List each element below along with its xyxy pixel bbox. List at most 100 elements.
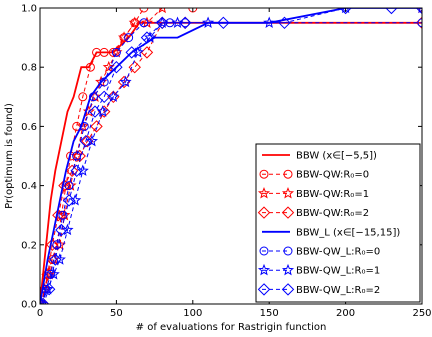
x-tick-label: 150 xyxy=(260,308,279,319)
data-point xyxy=(90,120,103,133)
y-axis-label: Pr(optimum is found) xyxy=(4,103,15,209)
x-tick-label: 0 xyxy=(37,308,43,319)
legend-label: BBW-QW_L:R₀=2 xyxy=(296,285,380,296)
data-point xyxy=(52,208,65,222)
x-tick-label: 200 xyxy=(336,308,355,319)
series-line xyxy=(40,21,422,304)
data-point xyxy=(41,282,54,295)
y-tick-label: 1.0 xyxy=(21,4,37,15)
data-point xyxy=(85,62,95,72)
y-tick-label: 0.6 xyxy=(21,122,37,133)
data-point xyxy=(79,134,93,148)
data-point xyxy=(46,238,59,252)
legend-marker xyxy=(257,263,271,276)
data-point xyxy=(53,253,66,265)
data-point xyxy=(111,47,121,57)
data-point xyxy=(131,46,144,58)
data-point xyxy=(78,92,88,102)
series-7 xyxy=(40,8,422,304)
data-point xyxy=(110,60,123,74)
data-point xyxy=(55,223,68,237)
data-point xyxy=(72,151,82,161)
data-point xyxy=(76,164,89,176)
legend-label: BBW_L (x∈[−15,15]) xyxy=(296,227,400,238)
data-point xyxy=(82,105,95,117)
data-point xyxy=(202,16,215,28)
series-8 xyxy=(40,8,422,304)
y-tick-label: 0.2 xyxy=(21,240,37,251)
legend-label: BBW (x∈[−5,5]) xyxy=(296,151,377,162)
y-tick-label: 0.8 xyxy=(21,63,37,74)
legend-label: BBW-QW:R₀=0 xyxy=(296,170,369,181)
data-point xyxy=(70,164,83,178)
data-point xyxy=(158,8,166,14)
data-point xyxy=(88,92,98,102)
data-point xyxy=(97,90,111,104)
series-line xyxy=(42,22,422,304)
series-1 xyxy=(40,21,422,304)
data-point xyxy=(47,268,60,280)
series-line xyxy=(41,8,422,304)
legend-label: BBW-QW:R₀=2 xyxy=(296,208,369,219)
data-point xyxy=(140,31,154,44)
data-point xyxy=(263,16,276,28)
data-point xyxy=(139,18,149,28)
legend-marker xyxy=(259,246,269,256)
data-point xyxy=(217,16,230,30)
legend-box xyxy=(255,143,421,303)
legend-marker xyxy=(257,206,271,219)
data-point xyxy=(128,60,141,74)
data-point xyxy=(125,46,138,59)
data-point xyxy=(58,210,68,220)
data-point xyxy=(64,179,77,191)
legend-marker xyxy=(281,263,295,276)
x-tick-label: 100 xyxy=(183,308,202,319)
x-axis-label: # of evaluations for Rastrigin function xyxy=(136,322,327,333)
data-point xyxy=(61,223,74,236)
data-point xyxy=(339,8,352,15)
data-point xyxy=(79,121,89,131)
data-point xyxy=(178,16,192,30)
data-point xyxy=(65,164,79,178)
series-line xyxy=(41,8,422,304)
data-point xyxy=(139,8,149,13)
data-point xyxy=(40,297,48,304)
data-point xyxy=(49,253,62,266)
legend-marker xyxy=(283,246,293,256)
data-point xyxy=(42,282,56,296)
data-point xyxy=(385,8,398,15)
data-point xyxy=(85,134,98,147)
legend-marker xyxy=(281,283,295,296)
data-point xyxy=(278,16,291,30)
legend-label: BBW-QW:R₀=1 xyxy=(296,189,369,200)
y-tick-label: 0.4 xyxy=(21,181,37,192)
data-point xyxy=(58,208,71,221)
legend-label: BBW-QW_L:R₀=1 xyxy=(296,266,380,277)
plot-frame xyxy=(39,7,423,305)
data-point xyxy=(88,105,102,118)
data-point xyxy=(76,120,89,132)
data-point xyxy=(58,179,71,192)
legend-marker xyxy=(281,187,295,199)
data-point xyxy=(99,77,109,87)
legend-marker xyxy=(257,283,271,296)
data-point xyxy=(40,297,50,304)
x-tick-label: 250 xyxy=(412,308,431,319)
data-point xyxy=(107,90,120,102)
ticks-layer: 0 50 100 150 200 250 0.0 0.2 0.4 0.6 0.8 1.0 xyxy=(21,4,431,320)
data-point xyxy=(124,33,134,43)
data-point xyxy=(118,31,131,43)
data-point xyxy=(69,194,82,206)
data-point xyxy=(156,16,169,30)
legend-marker xyxy=(283,169,293,179)
data-point xyxy=(52,240,62,250)
legend-marker xyxy=(257,187,271,199)
legend-label: BBW-QW_L:R₀=0 xyxy=(296,247,380,258)
x-tick-label: 50 xyxy=(110,308,123,319)
series-line xyxy=(42,8,422,304)
data-point xyxy=(417,18,422,28)
data-point xyxy=(140,46,154,59)
y-tick-label: 0.0 xyxy=(21,300,37,311)
